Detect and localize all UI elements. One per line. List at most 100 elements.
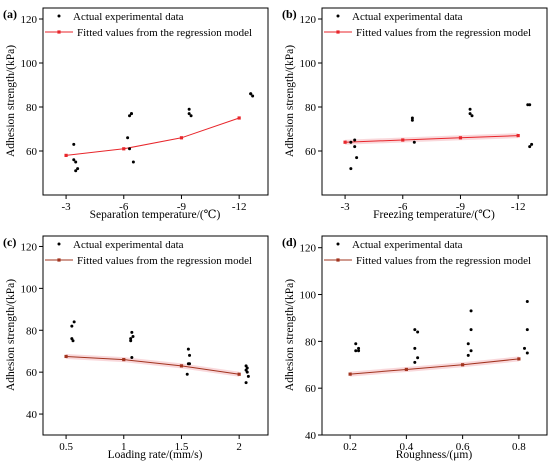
data-point	[349, 140, 353, 144]
x-tick-label: -12	[232, 201, 247, 213]
data-point	[72, 142, 76, 146]
data-point	[186, 347, 190, 351]
legend-label-fit: Fitted values from the regression model	[77, 255, 252, 267]
legend-label-fit: Fitted values from the regression model	[356, 255, 531, 267]
y-tick-label: 60	[305, 383, 317, 395]
plot-frame	[321, 7, 548, 196]
data-point	[413, 328, 417, 332]
data-point	[525, 351, 529, 355]
data-point	[128, 147, 132, 151]
y-tick-label: 100	[300, 58, 317, 70]
data-point	[469, 328, 473, 332]
legend-marker-scatter	[336, 14, 340, 18]
legend-marker-fit	[57, 258, 61, 262]
legend-marker-fit	[336, 258, 340, 262]
y-axis-label: Adhesion strength/(kPa)	[5, 279, 17, 391]
x-tick-label: 0.8	[512, 441, 526, 453]
data-point	[185, 372, 189, 376]
fit-point	[343, 140, 347, 144]
x-axis-label: Roughness/(μm)	[396, 449, 473, 461]
fit-point	[122, 147, 126, 151]
fit-point	[64, 153, 68, 157]
fit-point	[179, 364, 184, 368]
panel-label: (a)	[3, 7, 17, 21]
legend-label-scatter: Actual experimental data	[352, 239, 463, 251]
data-point	[72, 158, 76, 162]
y-tick-label: 40	[26, 409, 38, 421]
data-point	[349, 167, 353, 171]
legend-label-fit: Fitted values from the regression model	[77, 27, 252, 39]
x-tick-label: 0.4	[400, 441, 414, 453]
data-point	[412, 140, 416, 144]
data-point	[128, 114, 132, 118]
fit-line	[66, 355, 240, 375]
data-point	[188, 353, 192, 357]
data-point	[413, 360, 417, 364]
y-tick-label: 100	[300, 290, 317, 302]
legend-marker-fit	[336, 30, 340, 34]
data-point	[353, 145, 357, 149]
y-tick-label: 120	[21, 14, 38, 26]
data-point	[251, 94, 255, 98]
data-point	[416, 330, 420, 334]
legend-marker-scatter	[57, 14, 61, 18]
data-point	[469, 309, 473, 313]
x-tick-label: -6	[398, 201, 408, 213]
y-tick-label: 80	[305, 336, 317, 348]
fit-line	[350, 358, 519, 375]
legend-label-fit: Fitted values from the regression model	[356, 27, 531, 39]
panel-a: (a) -3 -6 -9 -12 60 80 100 120 Separation tempera…	[3, 7, 269, 221]
legend-marker-scatter	[57, 242, 61, 246]
data-point	[410, 118, 414, 122]
data-point	[525, 300, 529, 304]
data-point	[466, 353, 470, 357]
x-axis-label: Separation temperature/(℃)	[90, 209, 221, 221]
data-point	[246, 374, 250, 378]
fit-line	[66, 117, 240, 156]
x-tick-label: 1	[121, 441, 127, 453]
fit-point	[237, 372, 241, 376]
panel-label: (c)	[3, 235, 16, 249]
plot-frame	[42, 7, 269, 196]
data-point	[413, 346, 417, 350]
data-point	[131, 335, 135, 339]
x-axis-label: Freezing temperature/(℃)	[373, 209, 495, 221]
y-tick-label: 120	[300, 14, 317, 26]
legend-marker-fit	[57, 30, 61, 34]
fit-point	[517, 357, 521, 361]
y-tick-label: 80	[26, 325, 38, 337]
data-point	[70, 324, 74, 328]
data-point	[355, 156, 359, 160]
y-tick-label: 120	[21, 241, 38, 253]
y-tick-label: 40	[305, 430, 317, 442]
panel-label: (d)	[282, 235, 297, 249]
fit-point	[404, 367, 408, 372]
x-tick-label: -6	[119, 201, 129, 213]
data-point	[466, 342, 470, 346]
fit-point	[401, 138, 405, 142]
x-tick-label: -3	[61, 201, 71, 213]
data-point	[468, 107, 472, 111]
data-point	[528, 103, 532, 107]
y-tick-label: 60	[305, 146, 317, 158]
data-point	[187, 107, 191, 111]
plot-frame	[321, 235, 548, 436]
data-point	[354, 349, 358, 353]
fit-line	[345, 135, 519, 143]
data-point	[357, 346, 361, 350]
data-point	[129, 339, 133, 343]
y-tick-label: 60	[26, 146, 38, 158]
x-tick-label: 0.2	[343, 441, 357, 453]
data-point	[468, 112, 472, 116]
fit-point	[516, 134, 520, 138]
x-axis-label: Loading rate/(mm/s)	[108, 449, 203, 461]
legend-label-scatter: Actual experimental data	[73, 239, 184, 251]
data-point	[129, 337, 133, 341]
data-point	[528, 145, 532, 149]
data-point	[187, 112, 191, 116]
fit-confidence-band	[350, 356, 519, 377]
data-point	[249, 92, 253, 96]
data-point	[357, 349, 361, 353]
fit-point	[458, 136, 463, 140]
